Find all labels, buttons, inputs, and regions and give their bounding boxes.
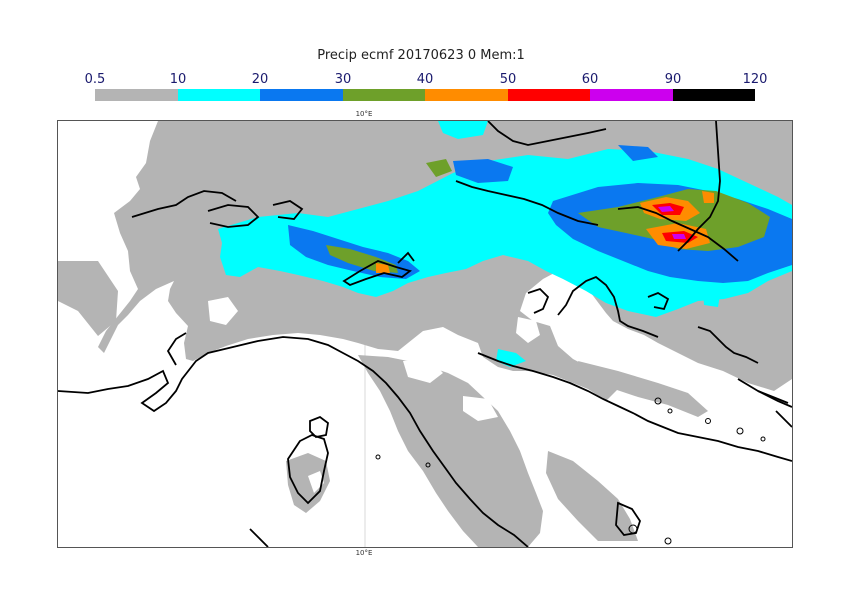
legend-bin-0.5-10 (95, 89, 178, 101)
map-panel (57, 120, 793, 548)
legend-bin-40-50 (425, 89, 508, 101)
precip-area-40-50 (376, 263, 390, 273)
precip-area-10-20 (438, 121, 488, 139)
legend-bin-90-120 (673, 89, 755, 101)
precip-area-0.5-10 (546, 451, 638, 541)
lon-label-top: 10°E (355, 110, 373, 118)
legend-label: 30 (334, 72, 352, 87)
legend-label: 60 (581, 72, 599, 87)
legend-label: 10 (169, 72, 187, 87)
precip-area-30-40 (426, 159, 452, 177)
legend-label: 120 (742, 72, 768, 87)
map-title: Precip ecmf 20170623 0 Mem:1 (317, 48, 525, 63)
dry-area (403, 359, 443, 383)
precip-area-40-50 (702, 191, 714, 203)
legend-bin-60-90 (590, 89, 673, 101)
precip-area-0.5-10 (578, 361, 708, 417)
legend-label: 0.5 (84, 72, 106, 87)
dry-area (516, 317, 540, 343)
legend-bin-10-20 (178, 89, 260, 101)
precip-area-10-20 (638, 293, 658, 311)
precip-area-20-30 (618, 145, 658, 161)
precip-area-20-30 (453, 159, 513, 183)
precip-area-60-90 (658, 206, 674, 212)
small-outlines (375, 397, 766, 545)
dry-area (463, 396, 498, 421)
legend-bin-50-60 (508, 89, 590, 101)
coastlines (58, 121, 792, 547)
legend-label: 40 (416, 72, 434, 87)
color-legend: 0.5 10 20 30 40 50 60 90 120 (0, 0, 842, 110)
lon-label-bottom: 10°E (355, 549, 373, 557)
precip-area-0.5-10 (58, 261, 118, 336)
precip-area-0.5-10 (358, 355, 543, 547)
dry-area (208, 297, 238, 325)
legend-bin-20-30 (260, 89, 343, 101)
precip-map (58, 121, 792, 547)
precip-area-0.5-10 (286, 453, 330, 513)
legend-label: 50 (499, 72, 517, 87)
precip-area-60-90 (672, 234, 686, 239)
precip-area-10-20 (703, 291, 720, 307)
legend-bin-30-40 (343, 89, 425, 101)
dry-area (308, 471, 324, 493)
legend-label: 20 (251, 72, 269, 87)
legend-label: 90 (664, 72, 682, 87)
